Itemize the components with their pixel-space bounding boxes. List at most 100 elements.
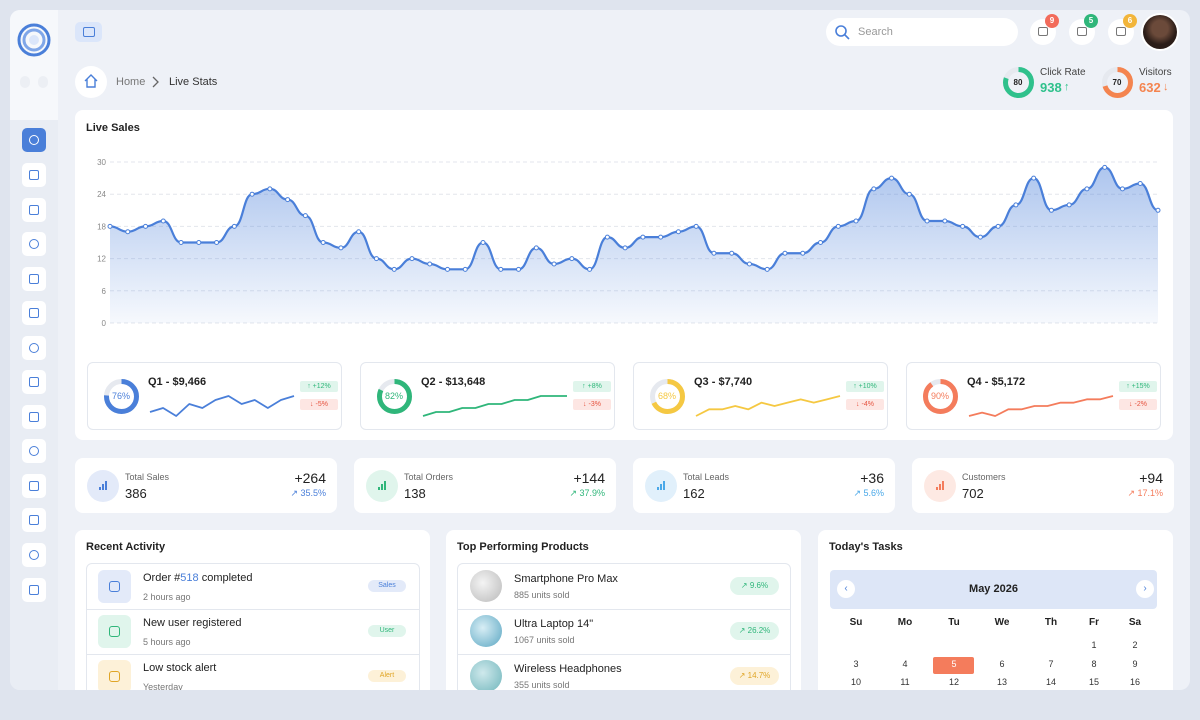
- point: [587, 266, 593, 272]
- menu-icon: [29, 205, 39, 215]
- menu-item[interactable]: [22, 267, 46, 291]
- sidebar-toggle[interactable]: [75, 22, 102, 42]
- day[interactable]: 16: [1129, 677, 1140, 687]
- sparkline-path: [968, 395, 1114, 417]
- menu-item[interactable]: [22, 232, 46, 256]
- day[interactable]: 7: [1048, 658, 1054, 669]
- search-box[interactable]: Search: [826, 18, 1018, 46]
- kpi-value: 938: [1040, 80, 1062, 95]
- point: [977, 234, 983, 240]
- avatar[interactable]: [1143, 15, 1177, 49]
- menu-item[interactable]: [22, 198, 46, 222]
- point: [942, 218, 948, 224]
- menu-item[interactable]: [22, 128, 46, 152]
- menu-item[interactable]: [22, 543, 46, 567]
- stat-value: 702: [962, 486, 984, 501]
- weekday: Mo: [897, 617, 913, 628]
- notification-badge: 5: [1084, 14, 1098, 28]
- day[interactable]: 2: [1132, 640, 1138, 650]
- point: [1048, 207, 1054, 213]
- product-image: [470, 615, 502, 647]
- stat-change: +36: [860, 470, 884, 486]
- kpi-label: Click Rate: [1040, 67, 1086, 78]
- stat-growth: ↗ 17.1%: [1127, 488, 1163, 498]
- product-list: Smartphone Pro Max 885 units sold ↗ 9.6% Ul…: [457, 563, 791, 690]
- stat-change: +144: [573, 470, 605, 486]
- donut-arc: [103, 378, 139, 414]
- point: [1031, 175, 1037, 181]
- activity-text: Low stock alert: [143, 662, 217, 674]
- menu-item[interactable]: [22, 405, 46, 429]
- donut: [922, 378, 958, 414]
- change-down: ↓ -3%: [573, 399, 611, 410]
- icon-bar: [99, 487, 101, 490]
- point: [764, 266, 770, 272]
- prev-month[interactable]: ‹: [837, 580, 855, 598]
- change-down: ↓ -2%: [1119, 399, 1157, 410]
- menu-item[interactable]: [22, 370, 46, 394]
- menu-item[interactable]: [22, 508, 46, 532]
- menu-item[interactable]: [22, 301, 46, 325]
- day[interactable]: 12: [948, 677, 959, 687]
- point: [800, 250, 806, 256]
- menu-item[interactable]: [22, 163, 46, 187]
- day[interactable]: 10: [850, 677, 861, 687]
- activity-time: 2 hours ago: [143, 592, 191, 602]
- day[interactable]: 6: [999, 658, 1005, 669]
- home-button[interactable]: [75, 66, 107, 98]
- day[interactable]: 3: [853, 658, 859, 669]
- point: [302, 213, 308, 219]
- menu-item[interactable]: [22, 578, 46, 602]
- day[interactable]: 5: [951, 658, 957, 669]
- sidebar-dot: [38, 76, 48, 88]
- point: [711, 250, 717, 256]
- activity-highlight[interactable]: 518: [180, 572, 199, 584]
- point: [125, 229, 131, 235]
- stat-label: Total Orders: [404, 472, 454, 482]
- stat-icon: [924, 470, 956, 502]
- weekday: Th: [1044, 617, 1058, 628]
- y-tick-label: 6: [102, 287, 107, 296]
- product-name: Wireless Headphones: [514, 663, 622, 675]
- day[interactable]: 15: [1088, 677, 1099, 687]
- sparkline-path: [149, 395, 295, 417]
- search-icon: [835, 25, 850, 40]
- change-down: ↓ -4%: [846, 399, 884, 410]
- day[interactable]: 1: [1091, 640, 1097, 650]
- stat-growth: ↗ 37.9%: [569, 488, 605, 498]
- menu-icon: [29, 550, 39, 560]
- icon-glyph: [109, 626, 120, 637]
- stat-label: Total Leads: [683, 472, 730, 482]
- day[interactable]: 9: [1132, 658, 1138, 669]
- next-month[interactable]: ›: [1136, 580, 1154, 598]
- menu-icon: [29, 274, 39, 284]
- day[interactable]: 4: [902, 658, 908, 669]
- point: [480, 240, 486, 245]
- notification-badge: 6: [1123, 14, 1137, 28]
- stat-card: Total Leads 162 +36 ↗ 5.6%: [633, 458, 895, 513]
- selected-day[interactable]: [933, 656, 974, 674]
- day[interactable]: 13: [996, 677, 1007, 687]
- change-up: ↑ +8%: [573, 381, 611, 392]
- breadcrumb-item[interactable]: Home: [116, 76, 146, 88]
- day[interactable]: 11: [900, 677, 910, 687]
- menu-item[interactable]: [22, 474, 46, 498]
- point: [498, 266, 504, 272]
- stat-change: +264: [294, 470, 326, 486]
- day[interactable]: 14: [1045, 677, 1056, 687]
- activity-text: completed: [198, 572, 253, 584]
- sparkline-path: [695, 395, 841, 417]
- icon-glyph: [1038, 27, 1048, 36]
- day[interactable]: 8: [1091, 658, 1097, 669]
- menu-item[interactable]: [22, 336, 46, 360]
- search-placeholder: Search: [858, 26, 893, 38]
- change-up: ↑ +10%: [846, 381, 884, 392]
- product-growth: ↗ 26.2%: [730, 622, 779, 640]
- point: [871, 186, 877, 192]
- donut-arc: [922, 378, 958, 414]
- menu-item[interactable]: [22, 439, 46, 463]
- area: [110, 167, 1158, 323]
- point: [1084, 186, 1090, 192]
- line-chart: 0 6 12 18 24 30: [97, 158, 1161, 328]
